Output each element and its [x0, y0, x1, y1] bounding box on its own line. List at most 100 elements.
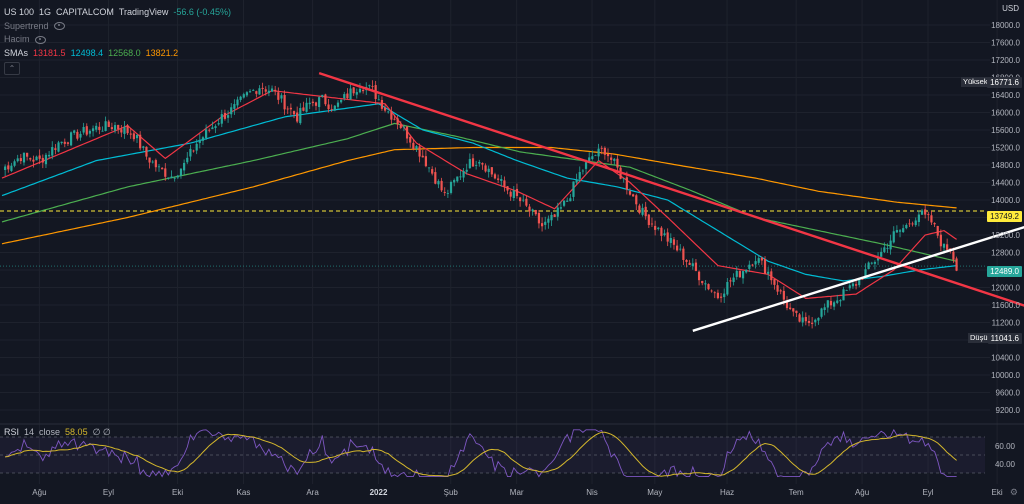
candle-body	[880, 251, 883, 257]
candle-body	[625, 177, 628, 190]
candle-body	[211, 127, 214, 130]
candle-body	[264, 89, 267, 92]
candle-body	[396, 118, 399, 125]
candle-body	[823, 307, 826, 310]
eye-icon[interactable]	[34, 35, 46, 44]
candle-body	[305, 102, 308, 112]
collapse-legend-button[interactable]: ⌃	[4, 62, 20, 75]
candle-body	[4, 166, 7, 171]
time-tick-label: Eyl	[103, 488, 114, 497]
rsi-legend[interactable]: RSI 14 close 58.05 ∅ ∅	[4, 427, 111, 438]
candle-body	[933, 222, 936, 225]
candle-body	[205, 129, 208, 138]
candle-body	[443, 191, 446, 193]
candle-body	[104, 121, 107, 131]
candle-body	[167, 177, 170, 179]
candle-body	[176, 175, 179, 178]
candle-body	[811, 322, 814, 324]
sma-label[interactable]: SMAs	[4, 47, 29, 58]
candle-body	[226, 115, 230, 118]
candle-body	[848, 285, 851, 289]
candle-body	[528, 206, 531, 212]
candle-body	[383, 107, 387, 111]
candle-body	[186, 157, 189, 163]
rsi-params-source: close	[39, 427, 61, 437]
candle-body	[936, 225, 939, 236]
sma-value-orange: 13821.2	[145, 47, 179, 58]
candle-body	[418, 146, 421, 157]
candle-body	[817, 317, 820, 321]
candle-body	[864, 269, 867, 279]
candle-body	[132, 133, 135, 140]
candle-body	[314, 102, 318, 106]
candle-body	[456, 176, 459, 182]
candle-body	[308, 102, 311, 105]
sma-value-red: 13181.5	[33, 47, 66, 58]
candle-body	[751, 264, 754, 266]
symbol-name[interactable]: US 100	[4, 7, 35, 17]
candle-body	[512, 190, 515, 199]
interval-label[interactable]: 1G	[39, 7, 52, 17]
rsi-value: 58.05	[65, 427, 88, 437]
price-tick-label: 12800.0	[991, 249, 1020, 258]
symbol-row[interactable]: US 100 1G CAPITALCOM TradingView -56.6 (…	[4, 6, 231, 20]
candle-body	[471, 158, 475, 167]
candle-body	[638, 205, 641, 214]
candle-body	[814, 319, 817, 323]
candle-body	[82, 127, 85, 133]
rsi-label[interactable]: RSI	[4, 427, 20, 437]
candle-body	[286, 108, 289, 110]
candle-body	[635, 195, 638, 205]
candle-body	[845, 289, 848, 291]
candle-body	[145, 146, 148, 157]
high-value-tag: 16771.6	[987, 77, 1022, 88]
candle-body	[346, 93, 349, 99]
candle-body	[358, 88, 362, 93]
supertrend-label[interactable]: Supertrend	[4, 20, 49, 31]
supertrend-row[interactable]: Supertrend	[4, 20, 231, 34]
candle-body	[688, 262, 691, 265]
candle-body	[741, 271, 745, 279]
candle-body	[22, 152, 26, 163]
candle-body	[679, 248, 682, 250]
candle-body	[902, 228, 905, 233]
candle-body	[663, 233, 666, 236]
sma-orange-line	[1, 146, 957, 245]
candle-body	[930, 215, 933, 223]
candle-body	[333, 105, 336, 111]
candle-body	[10, 165, 13, 171]
candle-body	[738, 270, 741, 278]
candle-body	[421, 155, 424, 158]
sma-value-green: 12568.0	[108, 47, 141, 58]
gear-icon[interactable]: ⚙	[1009, 487, 1018, 497]
volume-label[interactable]: Hacim	[4, 34, 30, 44]
candle-body	[311, 101, 314, 104]
candle-body	[487, 168, 490, 173]
price-tick-label: 9200.0	[996, 406, 1021, 415]
candle-body	[449, 181, 453, 193]
currency-label[interactable]: USD	[1002, 4, 1019, 13]
grid	[0, 0, 1024, 484]
candle-body	[85, 126, 88, 135]
trendline-resistance	[318, 71, 1024, 307]
candle-body	[242, 94, 245, 98]
time-tick-label: Ağu	[855, 488, 869, 497]
candle-body	[594, 155, 597, 157]
candle-body	[387, 111, 390, 113]
eye-icon[interactable]	[53, 22, 65, 31]
candle-body	[798, 314, 801, 322]
time-tick-label: Şub	[444, 488, 459, 497]
sma-row[interactable]: SMAs 13181.5 12498.4 12568.0 13821.2	[4, 47, 231, 61]
time-tick-label: Mar	[510, 488, 524, 497]
candle-body	[493, 174, 497, 179]
time-tick-label: Eki	[992, 488, 1003, 497]
candle-body	[870, 262, 873, 264]
candle-body	[173, 177, 176, 179]
candle-body	[32, 159, 35, 162]
candle-body	[578, 172, 581, 179]
candle-body	[362, 89, 365, 92]
candle-body	[503, 180, 506, 187]
volume-row[interactable]: Hacim	[4, 33, 231, 47]
